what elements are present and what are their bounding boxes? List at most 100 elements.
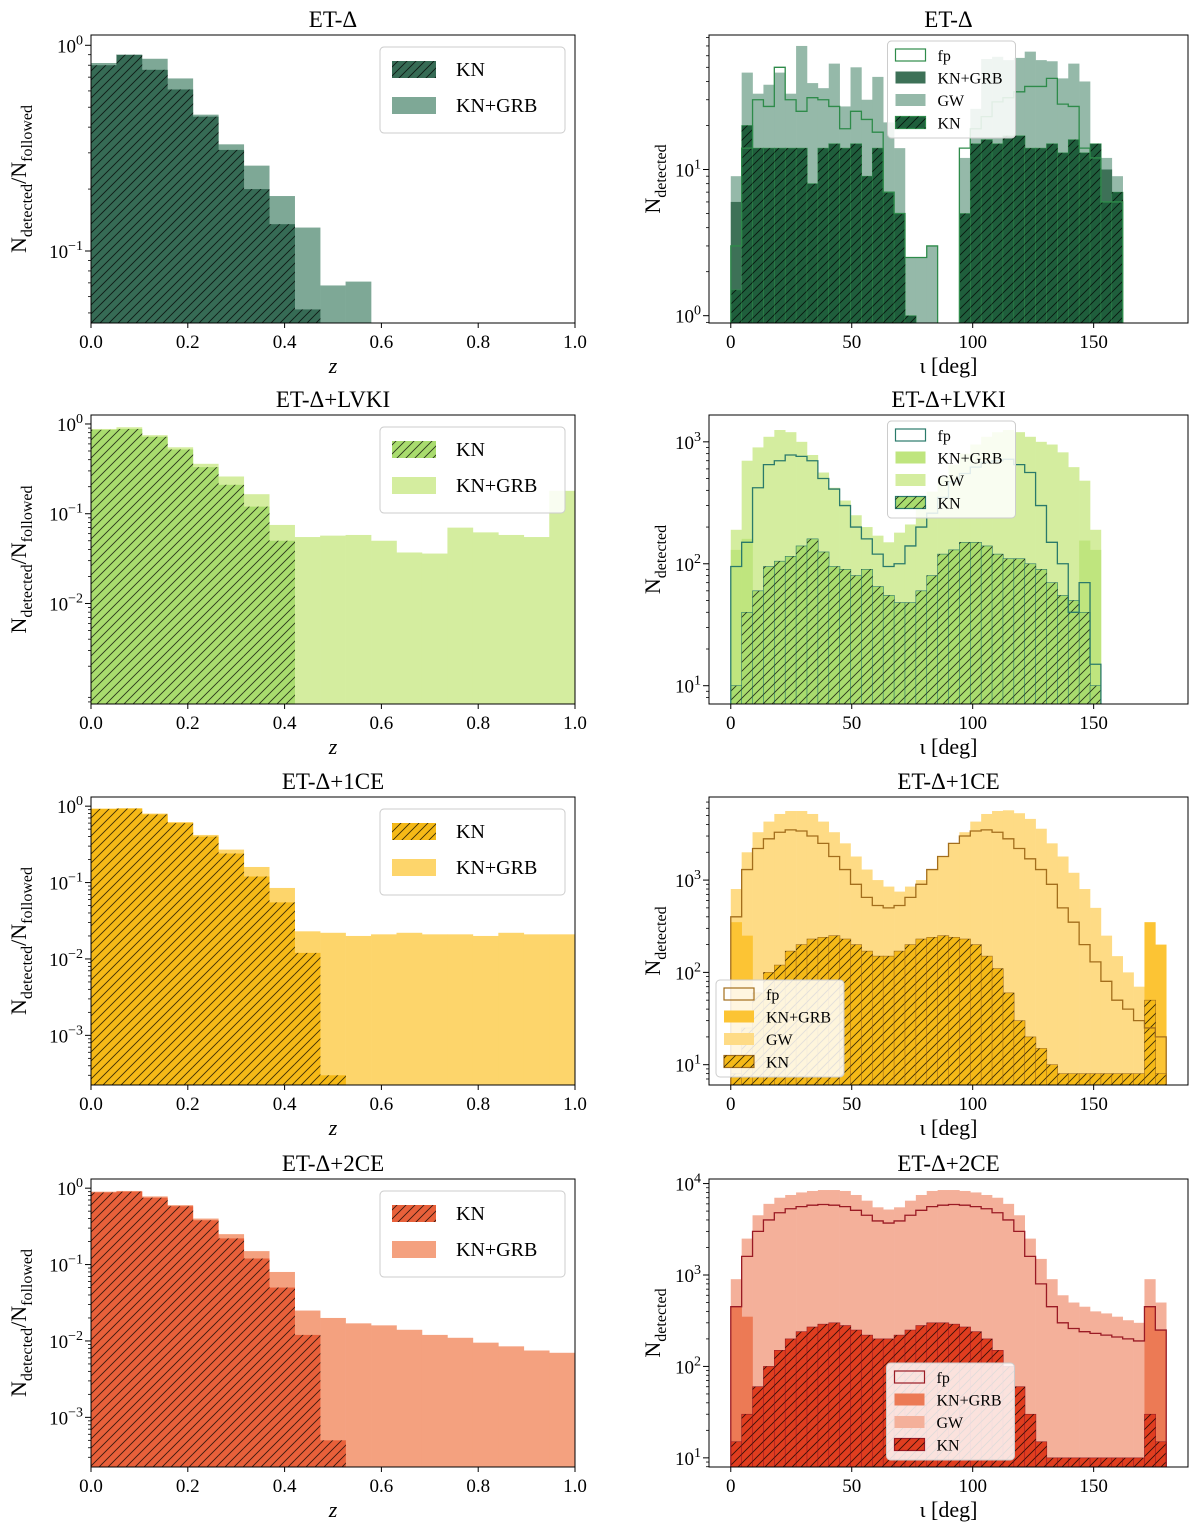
kn-hatch — [926, 575, 938, 704]
kn-hatch — [828, 566, 840, 704]
legend: KN KN+GRB — [379, 426, 566, 514]
y-tick-label: 10−1 — [49, 502, 83, 526]
x-axis-label: z — [328, 1497, 338, 1522]
kn-hatch — [1144, 1000, 1156, 1085]
kn-hatch — [806, 183, 819, 323]
x-axis-label: ι [deg] — [920, 734, 978, 759]
y-axis-label: Ndetected/Nfollowed — [6, 485, 36, 633]
y-axis-label: Ndetected/Nfollowed — [6, 105, 36, 253]
y-axis-label: Ndetected/Nfollowed — [6, 867, 36, 1015]
y-tick-label: 10−3 — [49, 1023, 83, 1047]
kn-hatch — [218, 484, 245, 704]
y-tick-label: 100 — [675, 304, 701, 328]
legend-swatch-kn-hatch — [392, 823, 436, 840]
y-tick-label: 10−2 — [49, 947, 83, 971]
x-tick-label: 0 — [726, 1476, 736, 1497]
kn-grb-bar — [1155, 1330, 1167, 1467]
kn-hatch — [1079, 1073, 1091, 1085]
legend-swatch-kn-hatch — [724, 1055, 754, 1068]
x-tick-label: 150 — [1079, 1094, 1108, 1115]
y-tick-label: 10−1 — [49, 871, 83, 895]
kn-hatch — [91, 65, 117, 323]
gw-bar — [1068, 872, 1080, 1085]
x-tick-label: 100 — [958, 1094, 987, 1115]
kn-hatch — [774, 561, 786, 704]
kn-hatch — [817, 551, 830, 704]
kn-hatch — [91, 429, 117, 704]
kn-hatch — [959, 542, 971, 704]
x-tick-label: 0.8 — [466, 1476, 490, 1497]
y-tick-label: 103 — [675, 430, 701, 454]
kn-hatch — [1002, 558, 1015, 704]
kn-hatch — [1155, 1073, 1167, 1085]
gw-bar — [883, 1209, 895, 1467]
kn-grb-bar — [549, 934, 575, 1085]
x-tick-label: 0.6 — [370, 713, 394, 734]
gw-bar — [1133, 986, 1145, 1085]
kn-hatch — [992, 968, 1004, 1085]
kn-hatch — [218, 149, 245, 323]
kn-hatch — [850, 143, 862, 323]
kn-grb-bar — [294, 227, 321, 323]
legend-swatch-kn-hatch — [894, 1438, 925, 1451]
gw-bar — [1057, 452, 1069, 704]
x-axis-label: z — [328, 734, 338, 759]
panel-5: 0.0 0.2 0.4 0.6 0.8 1.0 100 10−1 10−2 10−3 ET-Δ+1C… — [6, 769, 587, 1140]
legend-box — [887, 40, 1016, 139]
kn-grb-bar — [320, 535, 346, 704]
kn-hatch — [839, 938, 851, 1085]
kn-hatch — [883, 595, 895, 704]
axes-frame — [90, 1178, 576, 1468]
x-axis-label: ι [deg] — [920, 353, 978, 378]
y-tick-label: 101 — [675, 674, 701, 698]
kn-hatch — [1111, 1457, 1123, 1467]
kn-grb-bar — [396, 1329, 423, 1467]
legend-label-kn: KN — [456, 821, 485, 843]
x-tick-label: 50 — [842, 1476, 861, 1497]
kn-hatch — [1068, 600, 1080, 704]
kn-hatch — [763, 1366, 775, 1467]
kn-hatch — [774, 1350, 786, 1467]
gw-bar — [774, 813, 786, 1085]
gw-bar — [1046, 843, 1058, 1085]
kn-hatch — [1024, 1036, 1036, 1085]
kn-hatch — [894, 213, 906, 323]
panel-title: ET-Δ+1CE — [897, 769, 999, 794]
kn-hatch — [915, 938, 928, 1085]
x-tick-label: 0 — [726, 1094, 736, 1115]
kn-hatch — [959, 938, 971, 1085]
gw-bar — [981, 1194, 993, 1467]
kn-grb-bar — [523, 934, 550, 1085]
kn-bars — [91, 1191, 346, 1467]
kn-grb-bar — [320, 285, 346, 323]
axes-frame — [90, 796, 576, 1086]
kn-hatch — [981, 139, 993, 323]
kn-hatch — [1068, 1457, 1080, 1467]
axes-frame — [708, 796, 1189, 1086]
kn-hatch — [785, 148, 797, 323]
kn-grb-bar — [523, 1350, 550, 1467]
kn-hatch — [1122, 1457, 1134, 1467]
kn-hatch — [1046, 582, 1058, 704]
gw-bar — [1100, 935, 1113, 1085]
kn-hatch — [904, 944, 917, 1085]
gw-bar — [1024, 1238, 1036, 1467]
legend-label-kn-grb: KN+GRB — [938, 71, 1003, 88]
kn-hatch — [1111, 1073, 1123, 1085]
x-tick-label: 100 — [958, 1476, 987, 1497]
kn-hatch — [1100, 1457, 1113, 1467]
kn-hatch — [1144, 1414, 1156, 1467]
legend-label-gw: GW — [938, 473, 966, 490]
gw-bar — [774, 1197, 786, 1467]
kn-hatch — [1057, 1073, 1069, 1085]
x-tick-label: 1.0 — [563, 713, 587, 734]
x-tick-label: 0.6 — [370, 1476, 394, 1497]
kn-hatch — [116, 54, 143, 323]
kn-hatch — [992, 143, 1004, 323]
kn-hatch — [774, 148, 786, 323]
x-tick-label: 0.2 — [176, 1476, 200, 1497]
kn-hatch — [116, 1191, 143, 1467]
kn-bars — [91, 428, 295, 704]
legend-swatch-kn-hatch — [895, 116, 926, 129]
x-tick-label: 0.0 — [79, 332, 103, 353]
